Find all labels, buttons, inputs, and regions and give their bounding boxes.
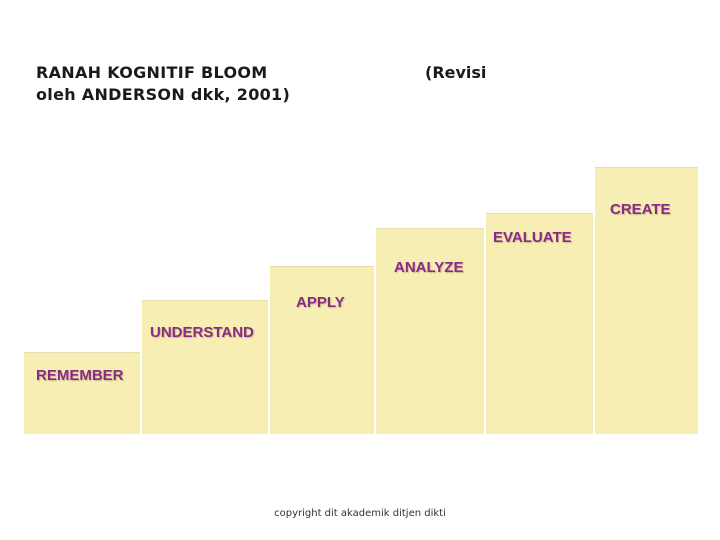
title-line-2: oleh ANDERSON dkk, 2001) (36, 85, 291, 104)
step-understand (142, 300, 268, 434)
step-remember (24, 352, 140, 434)
label-understand: UNDERSTAND (150, 324, 254, 341)
label-analyze: ANALYZE (394, 259, 464, 276)
title-line-1: RANAH KOGNITIF BLOOM (36, 63, 268, 82)
label-create: CREATE (610, 201, 671, 218)
diagram-title: RANAH KOGNITIF BLOOM oleh ANDERSON dkk, … (36, 62, 290, 106)
step-analyze (376, 228, 484, 434)
title-revision-note: (Revisi (425, 63, 487, 82)
label-apply: APPLY (296, 294, 345, 311)
label-evaluate: EVALUATE (493, 229, 572, 246)
step-create (595, 167, 698, 434)
step-apply (270, 266, 374, 434)
label-remember: REMEMBER (36, 367, 124, 384)
copyright-footer: copyright dit akademik ditjen dikti (274, 508, 446, 519)
step-evaluate (486, 213, 593, 434)
